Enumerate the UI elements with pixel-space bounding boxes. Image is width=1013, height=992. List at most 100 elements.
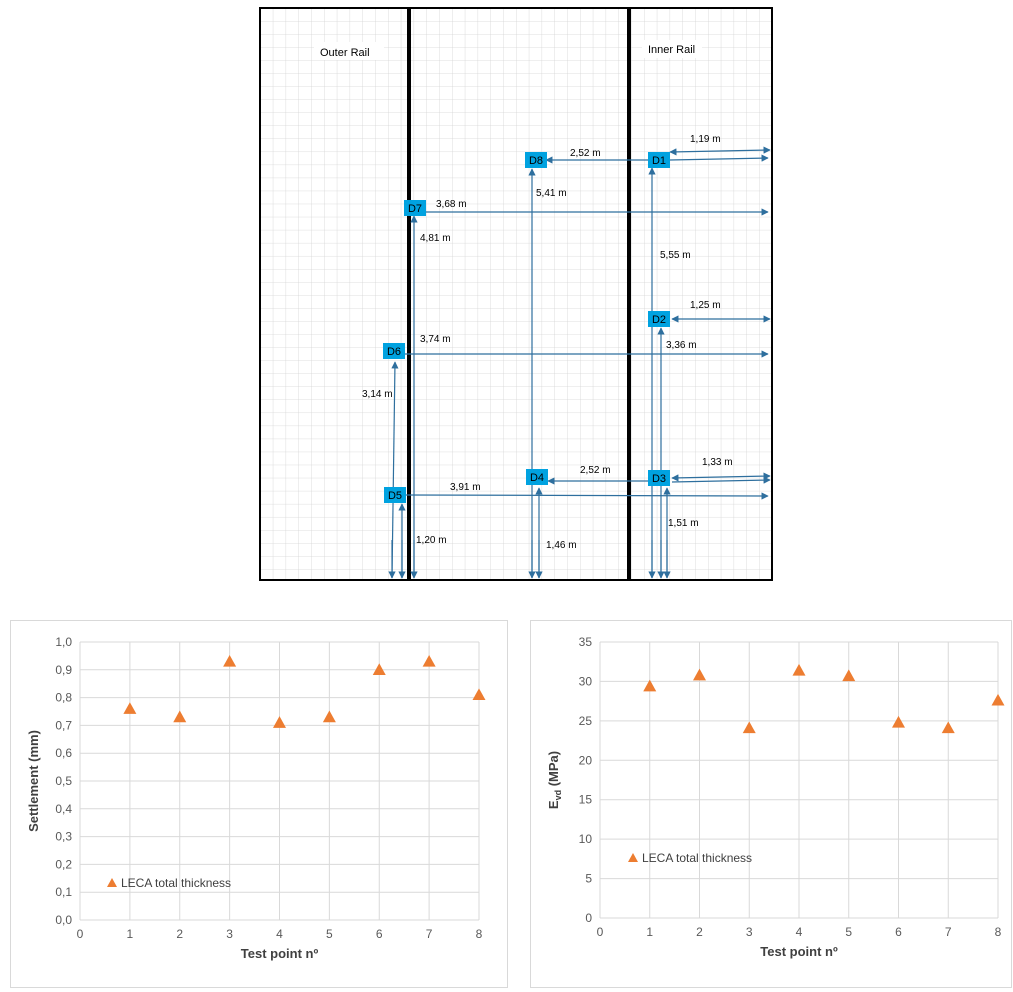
y-tick-label: 0,4 [55,802,72,816]
dim-label-d7-horizontal: 3,68 m [436,199,467,210]
data-point [273,716,286,728]
data-point [223,654,237,667]
point-label-d3: D3 [652,473,666,485]
dim-label-d8-vertical: 5,41 m [536,188,567,199]
data-point [372,663,386,675]
arrow-d3-edge-upper [671,472,771,482]
y-tick-label: 0 [585,911,592,925]
point-label-d8: D8 [529,155,543,167]
grid-background [260,8,772,580]
legend-label: LECA total thickness [642,851,752,865]
x-tick-label: 6 [895,925,902,939]
data-point [742,721,756,734]
dim-label-d4-vertical: 1,46 m [546,540,577,551]
dim-label-d1-d8: 2,52 m [570,148,601,159]
x-tick-label: 7 [426,927,433,941]
data-point [123,702,137,714]
point-label-d5: D5 [388,490,402,502]
inner-rail-label-bg [642,40,702,58]
x-tick-label: 7 [945,925,952,939]
point-label-d1: D1 [652,155,666,167]
data-point [842,669,856,682]
data-point [422,654,436,667]
dim-label-d3-d4: 2,52 m [580,465,611,476]
y-axis-label: Evd (MPa) [546,751,563,809]
y-tick-label: 30 [579,674,593,688]
y-tick-label: 5 [585,872,592,886]
legend-marker [107,878,117,887]
arrow-d3-edge-lower [671,476,771,484]
data-point [792,663,806,676]
y-tick-label: 0,7 [55,718,72,732]
data-point [941,721,955,734]
x-tick-label: 5 [845,925,852,939]
dim-label-d1-edge: 1,19 m [690,134,721,145]
evd-chart-svg: 0 5 10 15 20 25 30 35 0 1 2 3 4 5 6 7 8 Test point nº Evd … [546,635,1005,959]
arrow-d1-edge-upper [669,146,771,156]
point-label-d2: D2 [652,314,666,326]
x-tick-label: 8 [476,927,483,941]
y-tick-label: 0,3 [55,830,72,844]
dim-label-d5-horizontal: 3,91 m [450,482,481,493]
y-tick-label: 20 [579,753,593,767]
y-tick-label: 0,2 [55,857,72,871]
legend-marker [628,853,638,862]
x-tick-label: 8 [995,925,1002,939]
x-tick-label: 3 [226,927,233,941]
data-point [472,688,486,701]
y-axis-label-sub: vd [553,790,563,801]
legend-label: LECA total thickness [121,876,231,890]
dim-label-d1-vertical: 5,55 m [660,250,691,261]
y-tick-label: 0,6 [55,746,72,760]
dim-label-d3-vertical: 1,51 m [668,518,699,529]
y-tick-label: 10 [579,832,593,846]
y-tick-label: 0,0 [55,913,72,927]
dim-label-d3-edge: 1,33 m [702,457,733,468]
y-tick-label: 0,1 [55,885,72,899]
y-tick-label: 25 [579,714,593,728]
point-label-d7: D7 [408,203,422,215]
settlement-chart: 0,0 0,1 0,2 0,3 0,4 0,5 0,6 0,7 0,8 0,9 1,0 0 1 2 3 4 5 6… [10,620,508,988]
point-d4: D4 [526,469,548,485]
data-point [892,715,905,728]
point-d5: D5 [384,487,406,503]
point-d7: D7 [404,200,426,216]
dimension-labels: 1,19 m 2,52 m 5,41 m 3,68 m 4,81 m 5,55 … [362,134,733,551]
dim-label-d6-vertical: 3,14 m [362,389,393,400]
x-tick-label: 1 [646,925,653,939]
y-tick-label: 0,5 [55,774,72,788]
layout-diagram: Outer Rail Inner Rail 1,19 m 2,52 m [259,7,773,581]
data-point [991,693,1005,706]
x-axis-label: Test point nº [760,944,838,959]
dim-label-d6-horizontal: 3,74 m [420,334,451,345]
layout-frame [259,7,773,581]
data-point [173,710,187,723]
x-tick-label: 4 [276,927,283,941]
dim-label-d2-edge: 1,25 m [690,300,721,311]
test-points: D1 D2 D3 D4 D5 D6 D7 D8 [383,152,670,503]
dim-label-d2-vertical: 3,36 m [666,340,697,351]
point-d3: D3 [648,470,670,486]
data-point [322,710,336,723]
outer-rail-label: Outer Rail [320,47,370,59]
y-tick-label: 0,8 [55,691,72,705]
x-tick-label: 2 [696,925,703,939]
x-tick-label: 0 [597,925,604,939]
point-d2: D2 [648,311,670,327]
dim-label-d5-vertical: 1,20 m [416,535,447,546]
outer-rail-label-bg [314,42,384,60]
x-tick-label: 5 [326,927,333,941]
point-d6: D6 [383,343,405,359]
settlement-chart-svg: 0,0 0,1 0,2 0,3 0,4 0,5 0,6 0,7 0,8 0,9 1,0 0 1 2 3 4 5 6… [26,635,486,961]
y-axis-label: Settlement (mm) [26,730,41,832]
y-tick-label: 35 [579,635,593,649]
x-tick-label: 1 [127,927,134,941]
y-tick-label: 0,9 [55,663,72,677]
evd-chart: 0 5 10 15 20 25 30 35 0 1 2 3 4 5 6 7 8 Test point nº Evd … [530,620,1012,988]
dim-label-d7-vertical: 4,81 m [420,233,451,244]
x-tick-label: 3 [746,925,753,939]
x-tick-label: 4 [796,925,803,939]
x-axis-label: Test point nº [241,946,319,961]
dimension-arrows [388,146,771,579]
y-tick-label: 15 [579,793,593,807]
